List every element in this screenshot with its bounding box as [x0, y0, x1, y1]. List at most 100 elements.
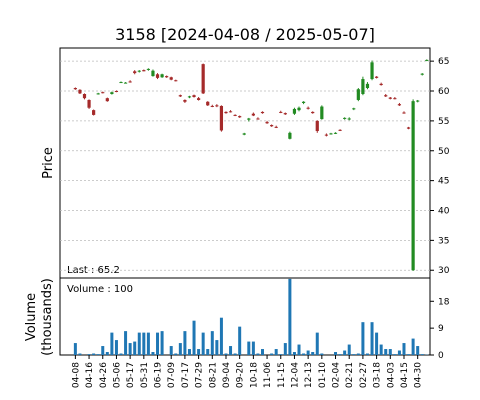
y-tick-label: 40	[438, 206, 450, 216]
candle-body	[114, 91, 119, 93]
volume-bar	[334, 352, 338, 355]
volume-bar	[101, 346, 105, 355]
candle-body	[393, 98, 397, 100]
x-tick-label: 04-26	[99, 362, 109, 388]
candle-body	[92, 110, 96, 115]
candle-body	[110, 92, 114, 94]
annotation: Volume : 100	[67, 284, 133, 295]
candle-body	[105, 98, 109, 102]
volume-bar	[96, 354, 100, 355]
volume-bar	[338, 354, 342, 355]
x-tick-label: 09-04	[222, 362, 232, 388]
volume-bar	[251, 341, 255, 355]
x-tick-label: 02-27	[359, 362, 369, 388]
candle-body	[402, 112, 406, 114]
volume-bar	[402, 343, 406, 355]
volume-bar	[169, 346, 173, 355]
x-tick-label: 04-03	[386, 362, 396, 388]
candle-body	[228, 111, 233, 113]
x-tick-label: 07-09	[167, 362, 177, 388]
volume-bar	[160, 331, 164, 355]
x-tick-label: 07-29	[195, 362, 205, 388]
candle-body	[270, 125, 274, 127]
x-tick-label: 04-30	[414, 362, 424, 388]
volume-bar	[260, 349, 264, 355]
candle-body	[123, 82, 128, 84]
x-tick-label: 05-17	[126, 362, 136, 388]
y-tick-label: 45	[438, 177, 449, 187]
volume-bar	[87, 354, 91, 355]
candle-body	[174, 80, 178, 82]
volume-bar	[311, 352, 315, 355]
y-tick-label: 55	[438, 117, 449, 127]
x-tick-label: 02-04	[332, 362, 342, 388]
candle-body	[288, 132, 292, 139]
volume-bar	[384, 349, 388, 355]
volume-bar	[215, 340, 219, 355]
volume-bar	[119, 353, 123, 355]
candle-body	[233, 114, 237, 116]
x-tick-label: 10-18	[249, 362, 259, 388]
candle-body	[183, 99, 187, 102]
volume-bar	[206, 349, 210, 355]
plot-frame	[59, 277, 431, 356]
candle-body	[388, 97, 392, 99]
y-axis-label: Volume	[24, 293, 39, 341]
y-tick-label: 35	[438, 236, 449, 246]
volume-bar	[297, 344, 301, 355]
x-tick-label: 12-04	[290, 362, 300, 388]
candle-body	[206, 101, 210, 106]
volume-bar	[78, 353, 82, 355]
volume-bar	[229, 346, 233, 355]
candle-body	[96, 93, 100, 95]
candle-body	[343, 117, 347, 119]
candle-body	[329, 133, 333, 135]
candle-body	[142, 70, 146, 72]
candle-body	[352, 108, 356, 110]
volume-bar	[407, 354, 411, 355]
x-tick-label: 05-06	[112, 362, 122, 388]
volume-bar	[292, 352, 296, 355]
volume-bar	[356, 353, 360, 355]
candle-body	[160, 74, 164, 78]
candle-body	[219, 105, 224, 131]
candle-body	[324, 134, 328, 136]
volume-bar	[156, 332, 160, 355]
volume-bar	[124, 331, 128, 355]
candle-body	[192, 95, 196, 97]
volume-bar	[365, 353, 369, 355]
candle-body	[420, 73, 424, 75]
volume-bar	[201, 332, 205, 355]
volume-bar	[183, 331, 187, 355]
candle-body	[78, 89, 82, 94]
y-tick-label: 0	[438, 351, 444, 361]
candle-body	[274, 126, 278, 128]
y-tick-label: 65	[438, 57, 449, 67]
candle-body	[361, 79, 365, 94]
volume-bar	[210, 331, 214, 355]
x-tick-label: 09-20	[236, 362, 246, 388]
x-tick-label: 07-17	[181, 362, 191, 388]
volume-bar	[320, 353, 324, 355]
volume-bar	[142, 332, 146, 355]
volume-bar	[274, 349, 278, 355]
candle-body	[301, 101, 306, 103]
candle-body	[333, 132, 338, 134]
candle-body	[306, 107, 310, 109]
volume-bar	[219, 317, 223, 355]
volume-bar	[420, 354, 424, 355]
volume-bar	[128, 343, 132, 355]
candle-body	[411, 101, 415, 271]
candle-body	[370, 62, 374, 80]
candle-body	[101, 92, 105, 94]
candle-body	[215, 105, 219, 107]
candle-body	[416, 100, 420, 102]
volume-bar	[92, 353, 96, 355]
volume-bar	[270, 353, 274, 355]
y-tick-label: 50	[438, 147, 450, 157]
x-tick-label: 04-15	[400, 362, 410, 388]
candle-body	[238, 116, 242, 118]
candle-body	[397, 104, 402, 106]
volume-bar	[370, 322, 374, 355]
